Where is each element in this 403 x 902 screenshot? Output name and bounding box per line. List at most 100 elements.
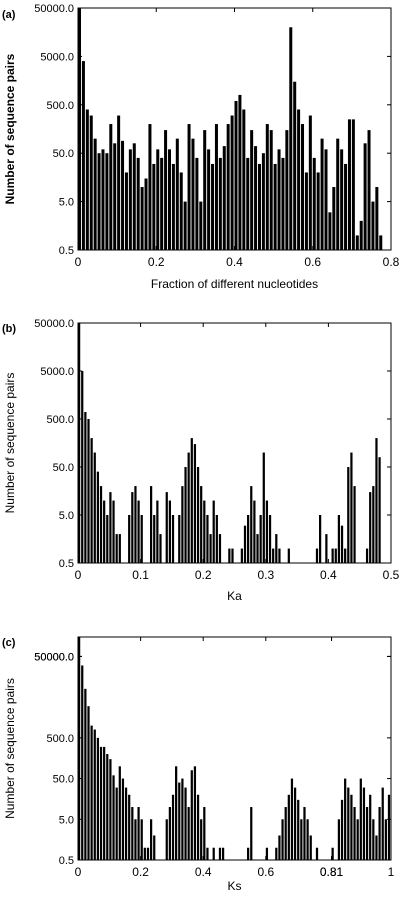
histogram-bar — [247, 515, 250, 563]
histogram-bar — [171, 515, 175, 563]
histogram-bar — [131, 492, 134, 563]
histogram-bar — [96, 471, 100, 563]
x-tick-label: 0.3 — [257, 568, 274, 582]
histogram-bar — [187, 124, 191, 250]
histogram-bar — [196, 467, 200, 563]
histogram-bar — [81, 371, 84, 563]
histogram-bar — [101, 149, 105, 250]
histogram-bar — [109, 492, 112, 563]
histogram-bar — [149, 819, 153, 860]
histogram-bar — [301, 124, 305, 250]
histogram-bar — [191, 138, 195, 250]
x-tick-label: 0.1 — [132, 568, 149, 582]
histogram-bar — [218, 157, 222, 250]
histogram-bar — [369, 794, 372, 860]
histogram-bar — [178, 515, 181, 563]
histogram-bar — [93, 729, 96, 860]
x-tick-label: 0.4 — [226, 255, 243, 269]
histogram-bar — [356, 819, 359, 860]
histogram-bar — [378, 457, 381, 563]
histogram-bar — [332, 187, 336, 250]
histogram-bar — [87, 706, 90, 860]
histogram-bar — [315, 847, 319, 860]
x-tick-label: 0.2 — [195, 568, 212, 582]
histogram-bar — [124, 172, 128, 250]
histogram-bar — [209, 534, 212, 563]
histogram-bar — [128, 794, 131, 860]
histogram-bar — [112, 500, 115, 563]
histogram-bar — [351, 119, 355, 251]
histogram-bar — [218, 534, 222, 563]
histogram-bar — [146, 847, 150, 860]
histogram-bar — [112, 775, 115, 860]
x-tick-label: 0.8 — [383, 255, 400, 269]
histogram-bar — [149, 486, 153, 563]
histogram-bar — [212, 847, 215, 860]
histogram-bar — [319, 515, 322, 563]
histogram-bar — [359, 220, 363, 250]
y-axis-label: Number of sequence pairs — [3, 373, 17, 514]
histogram-bar — [97, 153, 101, 250]
histogram-bar — [212, 500, 215, 563]
histogram-bar — [81, 665, 84, 860]
x-tick-label: 0.2 — [148, 255, 165, 269]
histogram-bar — [340, 525, 344, 563]
y-tick-label: 500.0 — [46, 733, 74, 745]
histogram-bar — [187, 807, 190, 860]
histogram-bar — [285, 130, 289, 250]
histogram-bar — [328, 212, 332, 250]
histogram-bar — [304, 172, 308, 250]
histogram-bar — [84, 688, 87, 860]
histogram-bar — [140, 187, 144, 250]
histogram-bar — [347, 467, 350, 563]
histogram-bar — [179, 172, 183, 250]
histogram-bar — [262, 452, 265, 563]
histogram-bar — [99, 486, 103, 563]
histogram-bar — [167, 149, 171, 250]
histogram-bar — [365, 548, 369, 563]
histogram-bar — [152, 163, 156, 250]
histogram-bar — [375, 187, 379, 250]
y-tick-label: 50000.0 — [34, 651, 74, 663]
histogram-bar — [105, 153, 109, 250]
histogram-bar — [278, 548, 281, 563]
histogram-bar — [215, 515, 218, 563]
histogram-bar — [140, 515, 143, 563]
histogram-bar — [384, 819, 387, 860]
histogram-bar — [281, 819, 284, 860]
histogram-bar — [222, 146, 226, 250]
histogram-bar — [226, 124, 230, 250]
y-tick-label: 50000.0 — [34, 3, 74, 15]
histogram-bar — [153, 515, 156, 563]
histogram-bar — [84, 411, 87, 563]
histogram-bar — [206, 847, 209, 860]
histogram-bar — [193, 766, 197, 860]
histogram-bar — [207, 149, 211, 250]
histogram-bar — [250, 486, 253, 563]
histogram-bar — [134, 819, 137, 860]
histogram-bar — [303, 807, 306, 860]
histogram-bar — [372, 819, 375, 860]
histogram-bar — [337, 515, 341, 563]
histogram-bar — [254, 146, 258, 250]
histogram-bar — [247, 847, 250, 860]
histogram-bar — [90, 438, 93, 563]
histogram-bar — [121, 140, 125, 250]
histogram-bar — [316, 172, 320, 250]
x-axis-label: Ka — [227, 589, 242, 603]
histogram-bar — [168, 807, 171, 860]
histogram-bar — [181, 486, 184, 563]
histogram-bar — [183, 201, 187, 250]
histogram-bar — [187, 452, 190, 563]
histogram-bar — [290, 778, 294, 860]
histogram-bar — [81, 61, 85, 251]
histogram-panel-1: (a) 0 0.2 0.4 0.6 0.8 0.5 5.0 50.0 500.0 5000.0 500… — [2, 3, 400, 291]
histogram-bar — [184, 787, 187, 860]
x-tick-label: 0.6 — [304, 255, 321, 269]
histogram-bar — [175, 138, 179, 250]
histogram-bar — [118, 766, 121, 860]
histogram-bar — [359, 778, 362, 860]
histogram-bar — [344, 163, 348, 250]
histogram-bar — [257, 163, 261, 250]
